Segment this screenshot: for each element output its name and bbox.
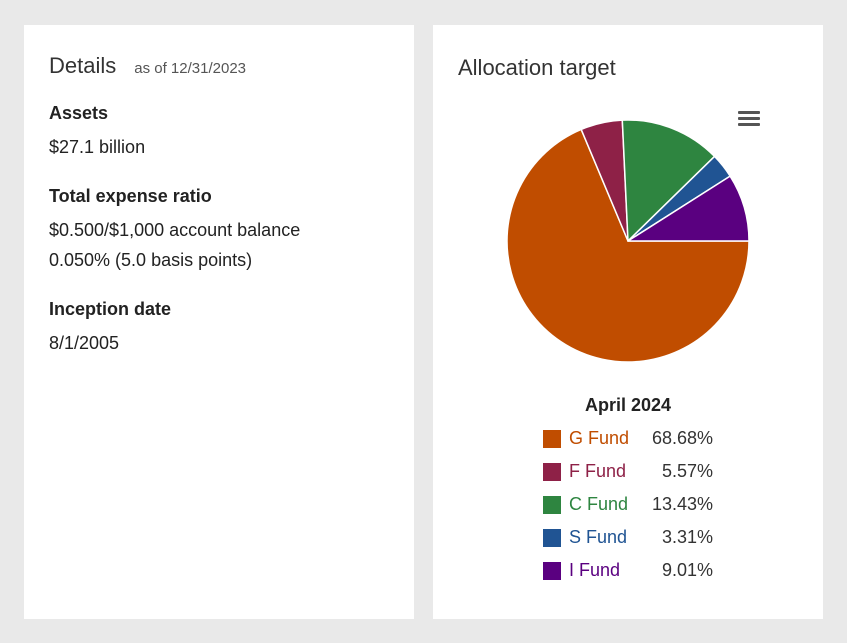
inception-value: 8/1/2005 xyxy=(49,333,120,353)
legend-name-f-fund: F Fund xyxy=(569,461,627,481)
legend-list: G Fund 68.68% F Fund 5.57% C Fund 13.43% S Fun… xyxy=(543,422,713,587)
legend-name-c-fund: C Fund xyxy=(569,494,629,514)
legend-name-g-fund: G Fund xyxy=(569,428,630,448)
details-header: Details as of 12/31/2023 xyxy=(49,53,414,79)
legend-item-s-fund[interactable]: S Fund 3.31% xyxy=(543,521,713,554)
expense-ratio-label: Total expense ratio xyxy=(49,186,212,206)
legend-item-c-fund[interactable]: C Fund 13.43% xyxy=(543,488,713,521)
allocation-title: Allocation target xyxy=(458,55,616,80)
legend-item-i-fund[interactable]: I Fund 9.01% xyxy=(543,554,713,587)
hamburger-menu-icon[interactable] xyxy=(738,111,760,131)
assets-label: Assets xyxy=(49,103,109,123)
legend-title: April 2024 xyxy=(584,395,672,415)
expense-ratio-per-balance: $0.500/$1,000 account balance xyxy=(49,220,301,240)
allocation-card: Allocation target April 2024 G Fund 68.68… xyxy=(433,25,823,619)
legend-item-g-fund[interactable]: G Fund 68.68% xyxy=(543,422,713,455)
legend-name-s-fund: S Fund xyxy=(569,527,628,547)
details-title: Details xyxy=(49,53,117,78)
legend-swatch-c-fund xyxy=(543,495,561,514)
pie-slice-g-fund[interactable] xyxy=(506,128,750,363)
inception-label: Inception date xyxy=(49,299,172,319)
assets-value: $27.1 billion xyxy=(49,137,146,157)
legend-swatch-i-fund xyxy=(543,561,561,580)
legend-value-i-fund: 9.01% xyxy=(661,560,713,580)
legend-swatch-f-fund xyxy=(543,462,561,481)
legend-item-f-fund[interactable]: F Fund 5.57% xyxy=(543,455,713,488)
as-of-date: as of 12/31/2023 xyxy=(134,60,247,77)
details-card: Details as of 12/31/2023 Assets $27.1 bi… xyxy=(24,25,414,619)
legend-value-c-fund: 13.43% xyxy=(651,494,713,514)
legend-value-s-fund: 3.31% xyxy=(661,527,713,547)
chart-legend: April 2024 G Fund 68.68% F Fund 5.57% C Fund… xyxy=(433,395,823,587)
legend-value-f-fund: 5.57% xyxy=(661,461,713,481)
legend-swatch-s-fund xyxy=(543,528,561,547)
legend-name-i-fund: I Fund xyxy=(569,560,621,580)
allocation-pie-chart xyxy=(506,119,750,363)
legend-value-g-fund: 68.68% xyxy=(651,428,713,448)
pie-slice-i-fund[interactable] xyxy=(627,175,750,242)
expense-ratio-percent: 0.050% (5.0 basis points) xyxy=(49,250,253,270)
assets-section: Assets $27.1 billion xyxy=(49,103,414,162)
legend-swatch-g-fund xyxy=(543,429,561,448)
pie-slice-c-fund[interactable] xyxy=(621,119,716,242)
expense-ratio-section: Total expense ratio $0.500/$1,000 accoun… xyxy=(49,186,414,275)
inception-section: Inception date 8/1/2005 xyxy=(49,299,414,358)
